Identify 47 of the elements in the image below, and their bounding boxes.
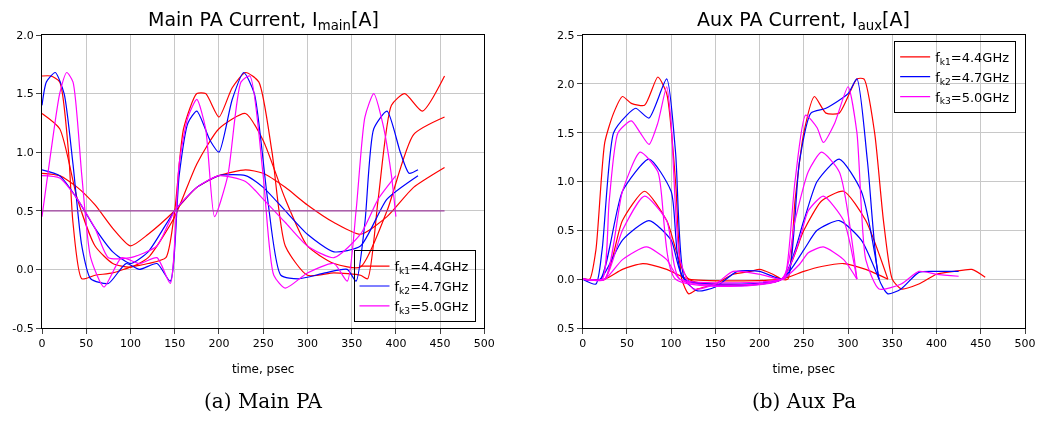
chart-title: Main PA Current, I$_{main}$[A] [148,8,379,33]
y-tick-label: 2.0 [16,28,34,42]
y-tick-label: 0.5 [16,204,34,218]
x-tick-label: 500 [473,337,495,351]
chart-title: Aux PA Current, I$_{aux}$[A] [697,8,910,33]
y-tick-label: 0.5 [556,224,575,238]
x-tick-label: 150 [164,337,186,351]
x-axis-title: time, psec [231,362,295,377]
x-tick-label: 200 [208,337,230,351]
x-tick-label: 100 [660,337,682,351]
y-tick-label: -0.5 [12,321,34,335]
legend-label: f$_{k3}$=5.0GHz [935,89,1010,107]
x-tick-label: 500 [1014,337,1036,351]
x-tick-label: 0 [38,337,46,351]
y-tick-label: 0.5 [556,321,575,335]
x-tick-label: 50 [79,337,94,351]
y-tick-label: 0.0 [556,273,575,287]
x-axis-title: time, psec [772,362,836,377]
x-tick-label: 450 [429,337,451,351]
y-tick-label: 2.0 [556,77,575,91]
y-tick-label: 2.5 [556,28,575,42]
x-tick-label: 350 [881,337,903,351]
legend-label: f$_{k2}$=4.7GHz [935,69,1010,87]
x-tick-label: 50 [619,337,634,351]
text: (b) Aux Pa [752,389,857,413]
x-tick-label: 250 [793,337,815,351]
legend-label: f$_{k1}$=4.4GHz [935,49,1010,67]
x-tick-label: 300 [296,337,318,351]
y-tick-label: 1.5 [556,126,575,140]
y-tick-label: 1.0 [16,146,34,160]
x-tick-label: 0 [579,337,587,351]
x-tick-label: 100 [119,337,141,351]
x-tick-label: 250 [252,337,274,351]
text: (a) Main PA [204,389,323,413]
x-tick-label: 200 [749,337,771,351]
x-tick-label: 450 [970,337,992,351]
x-tick-label: 350 [341,337,363,351]
legend-label: f$_{k1}$=4.4GHz [394,259,469,276]
x-tick-label: 300 [837,337,859,351]
y-tick-label: 1.0 [556,175,575,189]
x-tick-label: 400 [926,337,948,351]
legend-label: f$_{k3}$=5.0GHz [394,298,469,316]
y-tick-label: 1.5 [16,87,34,101]
x-tick-label: 400 [385,337,407,351]
y-tick-label: 0.0 [16,263,34,277]
legend-label: f$_{k2}$=4.7GHz [394,279,469,296]
x-tick-label: 150 [704,337,726,351]
